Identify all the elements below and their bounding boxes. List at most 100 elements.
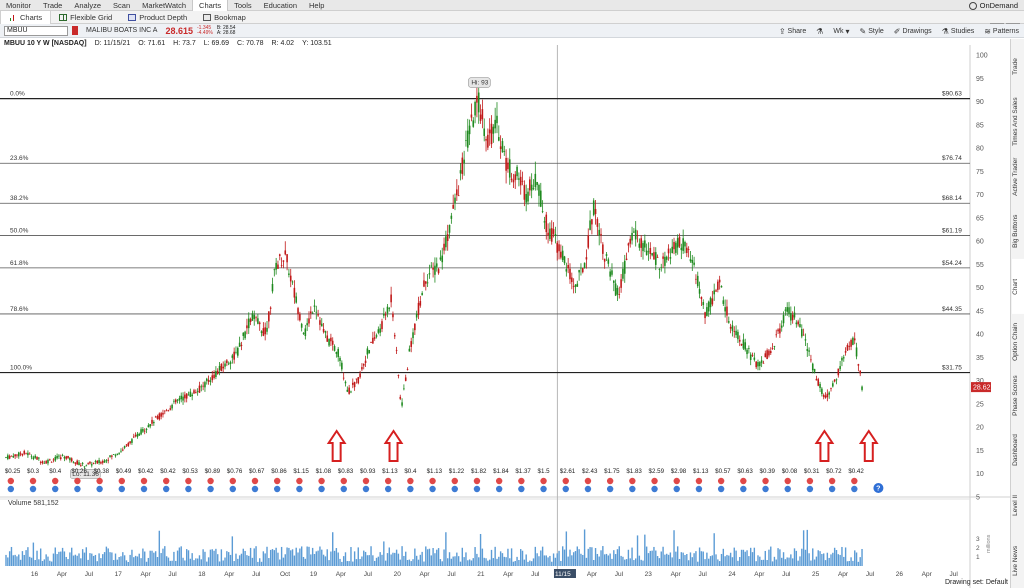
candle-body (826, 393, 829, 398)
volume-bar (773, 556, 776, 566)
depth-icon (128, 13, 137, 21)
volume-bar (485, 558, 487, 566)
candle-body (576, 283, 579, 287)
ondemand-button[interactable]: OnDemand (968, 0, 1018, 11)
volume-bar (359, 558, 361, 566)
volume-bar (753, 547, 756, 566)
earnings-event-icon (251, 477, 259, 485)
volume-bar (556, 553, 558, 566)
dividend-event-icon (207, 485, 214, 493)
volume-bar (415, 555, 418, 566)
period-selector[interactable]: Wk ▾ (828, 24, 854, 38)
lo-label-box (70, 469, 101, 479)
volume-bar (731, 557, 734, 566)
volume-bar (74, 554, 77, 566)
menu-education[interactable]: Education (263, 0, 298, 10)
x-tick-label: Jul (698, 571, 707, 578)
drawing-set-selector[interactable]: Drawing set: Default (944, 579, 1008, 586)
menu-trade[interactable]: Trade (43, 0, 63, 10)
candle-body (291, 281, 294, 283)
side-tab-live-news[interactable]: Live News (1012, 545, 1019, 576)
dividend-label: $0.25 (5, 468, 21, 475)
flask-button[interactable]: ⚗ (811, 24, 828, 38)
candle-body (193, 390, 195, 394)
candle-body (653, 252, 655, 260)
tab-flexible-grid[interactable]: Flexible Grid (51, 11, 120, 24)
header-y: Y: 103.51 (302, 40, 332, 47)
tab-charts[interactable]: Charts (0, 10, 52, 24)
drawings-button[interactable]: ✐ Drawings (889, 24, 937, 38)
support-arrow-icon (383, 429, 404, 462)
style-button[interactable]: ✎ Style (855, 24, 889, 38)
volume-bar (596, 553, 599, 566)
dividend-event-icon (740, 485, 747, 493)
candle-body (162, 412, 164, 415)
side-tab-phase-scores[interactable]: Phase Scores (1012, 375, 1019, 417)
volume-bar (620, 555, 622, 566)
volume-bar (598, 556, 600, 566)
side-tab-trade[interactable]: Trade (1012, 58, 1019, 75)
candle-body (804, 339, 807, 341)
volume-bar (589, 547, 591, 566)
volume-bar (593, 560, 595, 566)
menu-scan[interactable]: Scan (113, 0, 131, 10)
patterns-button[interactable]: ≋ Patterns (979, 24, 1024, 38)
fib-pct-label: 0.0% (10, 91, 25, 98)
volume-bar (39, 548, 42, 566)
volume-bar (171, 560, 173, 566)
price-tick-label: 25 (976, 401, 984, 408)
candle-body (852, 337, 854, 345)
volume-bar (315, 551, 317, 566)
candle-body (5, 457, 7, 458)
menu-marketwatch[interactable]: MarketWatch (142, 0, 187, 10)
volume-bar (503, 556, 505, 566)
price-chart[interactable]: 5 10 15 20 25 30 35 40 45 50 55 60 65 70 75 80 85 90 95 100… (0, 39, 1010, 588)
tab-product-depth[interactable]: Product Depth (120, 11, 195, 24)
tab-bookmap[interactable]: Bookmap (195, 11, 254, 24)
side-tab-dashboard[interactable]: Dashboard (1012, 434, 1019, 467)
studies-button[interactable]: ⚗ Studies (937, 24, 980, 38)
side-tab-chart[interactable]: Chart (1012, 258, 1024, 314)
volume-bar (512, 561, 515, 566)
candle-body (69, 457, 71, 461)
candle-body (43, 462, 46, 464)
candle-body (293, 287, 296, 298)
candle-body (742, 339, 745, 349)
side-tab-level-ii[interactable]: Level II (1012, 495, 1019, 517)
volume-bar (248, 555, 250, 566)
volume-bar (207, 557, 210, 566)
volume-bar (635, 558, 637, 566)
volume-bar (551, 561, 553, 566)
candle-body (461, 157, 464, 175)
candle-body (14, 454, 16, 457)
volume-bar (43, 559, 46, 566)
x-tick-label: 19 (310, 571, 318, 578)
alert-icon[interactable] (72, 26, 78, 35)
price-tick-label: 65 (976, 215, 984, 222)
volume-bar (799, 556, 801, 566)
side-tab-big-buttons[interactable]: Big Buttons (1012, 214, 1019, 248)
volume-unit-label: millions (986, 534, 992, 553)
side-tab-option-chain[interactable]: Option Chain (1012, 321, 1019, 360)
volume-bar (521, 550, 524, 566)
symbol-input[interactable]: MBUU (4, 25, 68, 36)
menu-charts[interactable]: Charts (192, 0, 229, 11)
price-tick-label: 90 (976, 99, 984, 106)
volume-bar (622, 556, 624, 566)
menu-analyze[interactable]: Analyze (74, 0, 102, 10)
volume-bar (41, 560, 44, 566)
menu-monitor[interactable]: Monitor (6, 0, 32, 10)
volume-bar (14, 554, 16, 566)
candle-body (297, 308, 299, 315)
side-tab-active-trader[interactable]: Active Trader (1012, 157, 1019, 196)
volume-bar (182, 557, 184, 566)
menu-tools[interactable]: Tools (234, 0, 252, 10)
candle-body (311, 312, 314, 314)
volume-bar (29, 556, 31, 566)
candle-body (264, 327, 266, 335)
menu-help[interactable]: Help (309, 0, 325, 10)
volume-bar (666, 553, 668, 566)
share-button[interactable]: ⇪ Share (774, 24, 811, 38)
side-tab-times-and-sales[interactable]: Times And Sales (1012, 97, 1019, 146)
candle-body (811, 363, 814, 371)
